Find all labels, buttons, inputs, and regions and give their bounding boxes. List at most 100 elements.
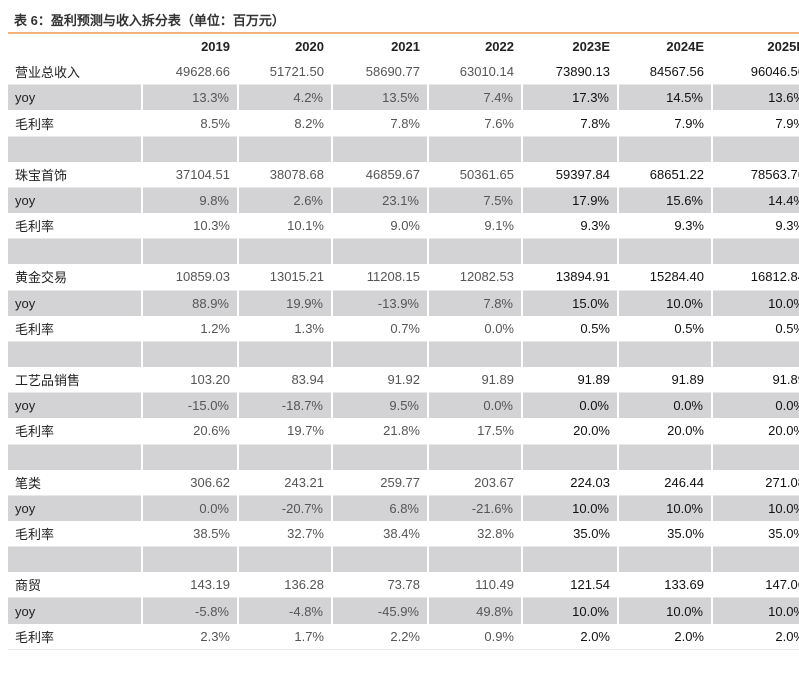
table-cell: 10.3% [142, 213, 238, 240]
table-cell [427, 341, 522, 368]
table-cell: 73890.13 [522, 59, 618, 86]
table-cell [711, 238, 799, 265]
row-label: 毛利率 [8, 520, 142, 548]
table-cell: 91.92 [332, 367, 428, 394]
row-label: yoy [8, 392, 142, 419]
row-label: yoy [8, 84, 142, 111]
table-cell: -45.9% [331, 597, 428, 624]
table-cell: 20.6% [142, 418, 238, 445]
table-cell: 203.67 [428, 469, 522, 496]
table-cell: 7.8% [332, 110, 428, 137]
table-cell [237, 444, 332, 470]
table-cell: 246.44 [618, 469, 712, 496]
table-cell: 83.94 [238, 367, 332, 394]
table-cell: 13894.91 [522, 264, 618, 291]
table-cell: 46859.67 [332, 161, 428, 188]
table-caption: 表 6：盈利预测与收入拆分表（单位：百万元） [14, 13, 285, 28]
table-cell: 20.0% [712, 418, 799, 445]
table-cell: 88.9% [141, 290, 238, 316]
table-cell: 0.5% [618, 315, 712, 342]
header-row: 2019 2020 2021 2022 2023E 2024E 2025E [8, 34, 799, 59]
table-cell: 1.2% [142, 315, 238, 342]
table-cell [331, 238, 428, 265]
table-cell: 0.0% [617, 392, 712, 419]
table-cell: 38.5% [142, 520, 238, 548]
table-cell [521, 238, 618, 265]
table-cell: 17.9% [521, 187, 618, 214]
table-cell: 68651.22 [618, 161, 712, 188]
spacer-row [8, 238, 799, 265]
header-cell [8, 34, 142, 59]
header-cell: 2024E [666, 39, 704, 55]
table-cell: 10859.03 [142, 264, 238, 291]
table-cell [427, 546, 522, 573]
header-cell: 2023E [572, 39, 610, 55]
table-cell: 38078.68 [238, 161, 332, 188]
table-cell [141, 238, 238, 265]
table-cell: -21.6% [427, 495, 522, 521]
table-cell: 136.28 [238, 572, 332, 599]
row-label: 毛利率 [8, 623, 142, 650]
table-cell: -5.8% [141, 597, 238, 624]
header-cell: 2021 [391, 39, 420, 55]
spacer-row [8, 136, 799, 162]
row-label: 笔类 [8, 469, 142, 496]
table-cell: 38.4% [332, 520, 428, 548]
table-cell: 7.5% [427, 187, 522, 214]
table-cell: 59397.84 [522, 161, 618, 188]
table-cell [521, 444, 618, 470]
table-cell [427, 238, 522, 265]
table-cell: -18.7% [237, 392, 332, 419]
table-cell: 32.7% [238, 520, 332, 548]
row-label [8, 136, 142, 162]
table-cell: 2.3% [142, 623, 238, 650]
table-cell: 2.6% [237, 187, 332, 214]
table-cell [427, 136, 522, 162]
table-cell: 21.8% [332, 418, 428, 445]
table-cell: 7.6% [428, 110, 522, 137]
table-cell: 243.21 [238, 469, 332, 496]
table-cell: -13.9% [331, 290, 428, 316]
table-cell: 10.0% [711, 597, 799, 624]
table-cell: 15284.40 [618, 264, 712, 291]
table-cell: 6.8% [331, 495, 428, 521]
table-cell: 2.2% [332, 623, 428, 650]
table-cell: 35.0% [522, 520, 618, 548]
table-cell [711, 546, 799, 573]
table-cell: 4.2% [237, 84, 332, 111]
table-cell: 51721.50 [238, 59, 332, 86]
table-cell: 10.0% [521, 495, 618, 521]
table-row: yoy-15.0%-18.7%9.5%0.0%0.0%0.0%0.0% [8, 392, 799, 419]
table-cell: 23.1% [331, 187, 428, 214]
table-cell: -4.8% [237, 597, 332, 624]
table-cell: 0.7% [332, 315, 428, 342]
table-cell: 0.5% [522, 315, 618, 342]
table-cell [331, 136, 428, 162]
table-cell: 20.0% [618, 418, 712, 445]
table-row: 商贸 143.19 136.28 73.78 110.49 121.54 133.69 147… [8, 572, 799, 599]
row-label [8, 341, 142, 368]
table-cell [617, 341, 712, 368]
table-cell [711, 444, 799, 470]
header-cell: 2020 [295, 39, 324, 55]
table-cell [521, 341, 618, 368]
table-cell [427, 444, 522, 470]
table-cell [711, 341, 799, 368]
header-cell: 2022 [485, 39, 514, 55]
table-cell: 110.49 [428, 572, 522, 599]
table-cell: 271.08 [712, 469, 799, 496]
table-cell: 224.03 [522, 469, 618, 496]
spacer-row [8, 444, 799, 470]
table-cell: 73.78 [332, 572, 428, 599]
table-cell: 91.89 [522, 367, 618, 394]
table-cell: 9.1% [428, 213, 522, 240]
header-cell: 2025E [767, 39, 799, 55]
table-cell: 14.4% [711, 187, 799, 214]
table-row: 珠宝首饰 37104.51 38078.68 46859.67 50361.65 5939… [8, 161, 799, 188]
table-cell: 17.5% [428, 418, 522, 445]
row-label: 珠宝首饰 [8, 161, 142, 188]
